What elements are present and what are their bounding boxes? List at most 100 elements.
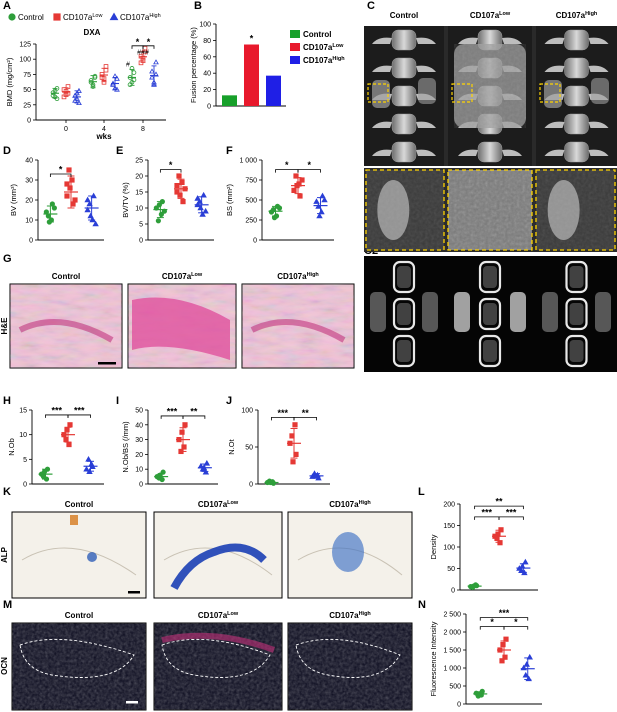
transverse-left-0-4: [372, 149, 392, 156]
sig-label-0: *: [59, 165, 63, 175]
data-point-2-0-3: [72, 97, 78, 103]
data-point-0-2-3: [127, 82, 133, 88]
data-point-1-1: [497, 540, 503, 546]
y-tick-label-0: 0: [139, 238, 143, 245]
data-point-2-1: [89, 216, 96, 223]
data-point-2-5: [202, 207, 209, 214]
y-tick-label-1: 20: [203, 87, 211, 94]
c1-bone-0: [377, 180, 410, 240]
data-point-2-5: [321, 196, 328, 203]
k-header-1-text: CD107a: [198, 500, 228, 509]
legend-marker-1: [53, 13, 61, 21]
sig-bracket-1: [142, 45, 155, 49]
transverse-right-0-1: [416, 65, 436, 72]
data-point-1-0: [174, 189, 180, 195]
c2-vertebra-2-1: [565, 297, 588, 331]
g-header-0: Control: [52, 272, 80, 281]
data-point-0-2: [159, 199, 165, 205]
y-axis-label: N.Ob/BS (/mm): [121, 421, 130, 473]
y-tick-label-0: 0: [457, 702, 461, 709]
g-row-label: H&E: [0, 317, 9, 335]
sig-label-1: *: [307, 160, 311, 170]
data-point-1-3: [293, 173, 299, 179]
c1-border-1: [447, 169, 533, 251]
data-point-1-4: [294, 182, 300, 189]
c2-marrow-2-2: [569, 340, 584, 362]
data-point-2-4: [312, 472, 319, 479]
data-point-0-2-2: [131, 70, 137, 75]
sig-label-0: *: [136, 37, 140, 47]
transverse-left-2-0: [544, 37, 565, 44]
y-axis-label: Density: [429, 534, 438, 559]
g-header-2-text: CD107a: [277, 272, 307, 281]
data-point-0-5: [161, 208, 167, 214]
panel-label-c: C: [367, 0, 375, 12]
legend-b-label-0: Control: [303, 30, 331, 39]
data-point-0-2-5: [131, 77, 137, 83]
vertebra-0-3: [391, 113, 417, 135]
data-point-1-2-3: [138, 60, 144, 66]
ocn-stain-1: [161, 632, 276, 653]
legend-b-swatch-2: [290, 56, 300, 64]
data-point-0-1-1: [90, 84, 96, 89]
transverse-left-2-4: [544, 149, 565, 156]
data-point-1-0: [291, 187, 297, 193]
data-point-0-4: [41, 469, 48, 475]
m-row-label: OCN: [0, 657, 9, 675]
sig-label-0: **: [495, 497, 503, 507]
y-tick-label-3: 750: [245, 178, 257, 185]
data-point-0-0: [43, 209, 49, 215]
y-tick-label-2: 100: [241, 408, 253, 415]
c1-bone-2: [547, 180, 580, 240]
data-point-0-4: [46, 219, 52, 225]
data-point-2-3: [85, 455, 92, 462]
panel-label-i: I: [116, 395, 119, 407]
legend-b-label-1-sup: Low: [332, 43, 344, 49]
y-tick-label-1: 50: [245, 445, 253, 452]
data-point-0-2: [49, 201, 55, 207]
y-axis-label: N.Ot: [227, 438, 236, 454]
y-tick-label-5: 50: [135, 408, 143, 415]
data-point-0-4: [471, 583, 477, 589]
data-point-1-0: [497, 647, 503, 653]
data-point-2-5: [92, 220, 99, 227]
vertebra-0-4: [391, 141, 417, 163]
y-tick-label-0: 0: [27, 118, 31, 125]
data-point-2-1-4: [112, 73, 118, 79]
ocn-outline-1: [161, 638, 271, 678]
data-point-1-2: [182, 422, 188, 428]
ocn-texture-2: [288, 623, 412, 710]
roi-box-0: [367, 83, 389, 103]
legend-b-label-2-text: CD107a: [303, 56, 333, 65]
y-tick-label-2: 10: [135, 206, 143, 213]
sig-label-0: ***: [277, 408, 288, 418]
c2-marrow-2-1: [569, 303, 584, 325]
y-tick-label-3: 15: [135, 190, 143, 197]
data-point-0-4: [157, 472, 163, 478]
sig-label-0: *: [250, 34, 254, 44]
fusion-texture-1: [454, 44, 526, 128]
data-point-1-1: [179, 179, 185, 185]
data-point-1-3: [178, 448, 184, 455]
x-tick-label-1: 4: [102, 126, 106, 133]
y-tick-label-1: 50: [447, 566, 455, 573]
data-point-1-1: [502, 654, 508, 660]
c2-marrow-1-0: [483, 266, 497, 288]
data-point-1-0-5: [65, 90, 71, 96]
k-header-2: CD107aHigh: [329, 500, 371, 509]
m-header-0-text: Control: [65, 611, 93, 620]
panel-label-n: N: [418, 599, 426, 611]
y-tick-label-3: 60: [203, 54, 211, 61]
m-header-1-text: CD107a: [198, 611, 228, 620]
data-point-1-2: [293, 451, 299, 458]
transverse-right-2-3: [588, 121, 609, 128]
panel-c1-zoom: [364, 168, 617, 252]
data-point-1-2: [67, 422, 73, 428]
y-tick-label-1: 500: [449, 684, 461, 691]
sig-bracket-1: [182, 415, 206, 419]
k-header-0-text: Control: [65, 500, 93, 509]
c2-vertebra-0-2: [392, 334, 416, 368]
sig-label-1: ***: [74, 405, 85, 415]
